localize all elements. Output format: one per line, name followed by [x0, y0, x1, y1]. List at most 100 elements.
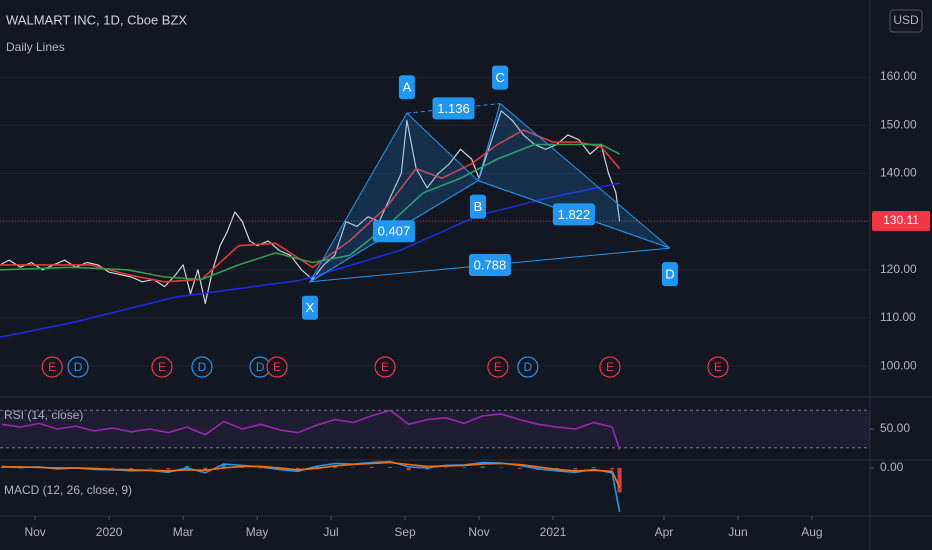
- histogram-bar: [573, 467, 578, 470]
- ratio-box: [468, 253, 511, 276]
- x-tick-label: Aug: [801, 525, 822, 539]
- histogram-bar: [610, 467, 615, 470]
- last-price-box: [872, 211, 930, 232]
- y-tick-label: 0.00: [880, 460, 904, 474]
- y-tick-label: 110.00: [880, 310, 916, 324]
- event-label: E: [494, 360, 502, 374]
- event-label: E: [158, 360, 166, 374]
- ratio-label: 1.822: [558, 207, 591, 222]
- histogram-bar: [295, 467, 300, 470]
- y-tick-label: 140.00: [880, 166, 917, 180]
- histogram-bar: [147, 467, 152, 469]
- event-label: D: [524, 360, 533, 374]
- pane: 0.00 Nov 2020 Mar May Jul Sep Nov 2021 Apr Jun Aug: [0, 460, 904, 539]
- event-label: E: [273, 360, 281, 374]
- rsi-title: RSI (14, close): [4, 408, 83, 422]
- currency[interactable]: USD: [893, 13, 919, 27]
- event-marker: [374, 356, 396, 378]
- point-box: [469, 194, 486, 219]
- level-band: [0, 410, 870, 448]
- histogram-bar: [517, 467, 522, 469]
- histogram-bar: [617, 467, 622, 493]
- event-marker: [41, 356, 63, 378]
- histogram-bar: [406, 467, 411, 471]
- ratio-label: 1.136: [437, 101, 470, 116]
- event-label: E: [714, 360, 722, 374]
- x-tick-label: Apr: [655, 525, 674, 539]
- histogram-bar: [203, 467, 208, 471]
- event-label: D: [74, 360, 83, 374]
- histogram-bar: [129, 467, 134, 469]
- event-marker: [151, 356, 173, 378]
- histogram-bar: [240, 466, 245, 468]
- series-line: [1, 409, 621, 450]
- ratio-label: 0.407: [378, 224, 411, 239]
- histogram-bar: [184, 465, 189, 468]
- histogram-bar: [351, 467, 356, 468]
- series-line: [1, 461, 621, 488]
- point-box: [661, 262, 678, 287]
- event-marker: [67, 356, 89, 378]
- event-marker: [599, 356, 621, 378]
- histogram-bar: [110, 467, 115, 469]
- histogram-bar: [388, 466, 393, 468]
- ratio-box: [432, 97, 475, 120]
- histogram-bar: [499, 467, 504, 468]
- point-label: D: [665, 267, 674, 282]
- x-tick-label: Nov: [24, 525, 45, 539]
- point-box: [301, 295, 318, 320]
- x-tick-label: Nov: [468, 525, 489, 539]
- event-marker: [517, 356, 539, 378]
- last-price-label: 130.11: [883, 213, 919, 227]
- x-tick-label: Sep: [394, 525, 416, 539]
- pane: 50.00: [0, 409, 910, 450]
- pane: 100.00110.00120.00130.00140.00150.00160.…: [0, 69, 917, 372]
- y-tick-label: 120.00: [880, 262, 917, 276]
- histogram-bar: [221, 463, 226, 468]
- ratio-label: 0.788: [474, 257, 507, 272]
- x-tick-label: Jul: [323, 525, 338, 539]
- event-marker: [266, 356, 288, 378]
- ratio-box: [372, 220, 415, 243]
- point-box: [492, 65, 509, 90]
- x-tick-label: 2021: [540, 525, 567, 539]
- x-tick-label: Mar: [173, 525, 194, 539]
- y-tick-label: 150.00: [880, 117, 917, 131]
- event-label: D: [256, 360, 265, 374]
- currency-box[interactable]: [889, 9, 923, 33]
- point-label: B: [474, 199, 483, 214]
- macd-title: MACD (12, 26, close, 9): [4, 483, 132, 497]
- series-line: [0, 143, 620, 281]
- point-label: X: [306, 300, 315, 315]
- histogram-bar: [258, 467, 263, 469]
- x-tick-label: Jun: [728, 525, 747, 539]
- chart-title: WALMART INC, 1D, Cboe BZX: [6, 12, 187, 27]
- histogram-bar: [369, 466, 374, 468]
- y-tick-label: 50.00: [880, 421, 910, 435]
- histogram-bar: [591, 466, 596, 468]
- event-label: E: [48, 360, 56, 374]
- ratio-box: [552, 203, 595, 226]
- series-line: [0, 129, 621, 283]
- histogram-bar: [166, 467, 171, 470]
- histogram-bar: [443, 467, 448, 468]
- event-marker: [707, 356, 729, 378]
- pattern-ratio-line: [406, 103, 501, 114]
- x-tick-label: May: [246, 525, 269, 539]
- point-box: [398, 75, 415, 100]
- chart-subtitle: Daily Lines: [6, 40, 65, 54]
- event-label: E: [381, 360, 389, 374]
- series-line: [0, 110, 621, 305]
- histogram-bar: [480, 466, 485, 468]
- event-label: D: [198, 360, 207, 374]
- event-marker: [191, 356, 213, 378]
- series-line: [0, 182, 621, 338]
- point-label: C: [495, 70, 504, 85]
- point-label: A: [403, 80, 412, 95]
- event-marker: [487, 356, 509, 378]
- y-tick-label: 100.00: [880, 358, 917, 372]
- y-tick-label: 160.00: [880, 69, 917, 83]
- x-tick-label: 2020: [96, 525, 123, 539]
